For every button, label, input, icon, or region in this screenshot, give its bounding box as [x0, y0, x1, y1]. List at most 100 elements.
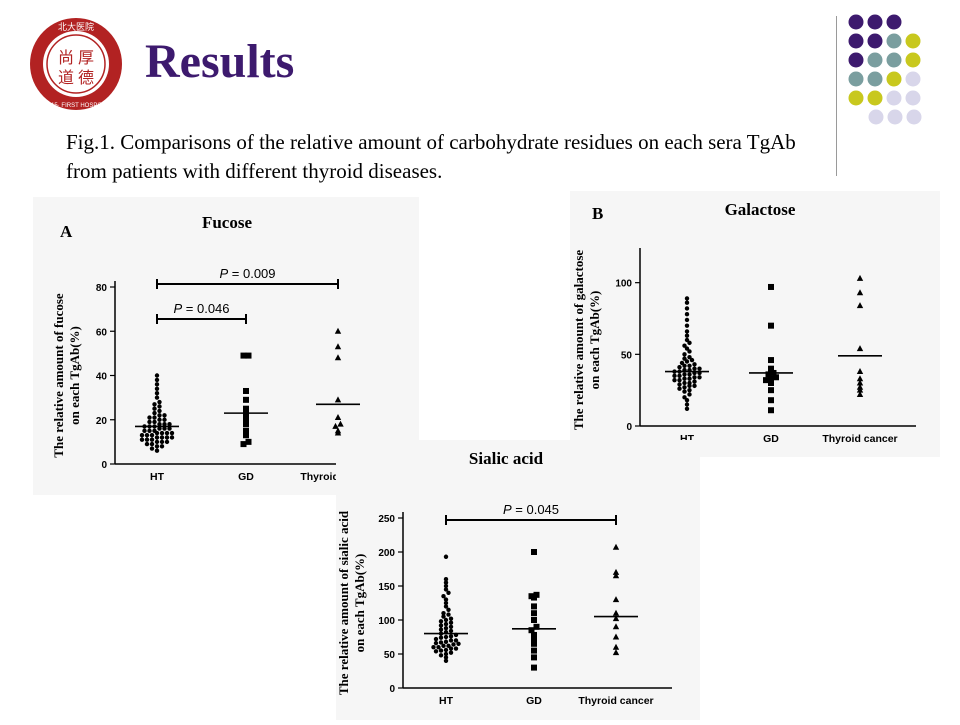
decorative-dot — [848, 52, 864, 68]
chart-panel-galactose: Galactose B The relative amount of galacto… — [570, 191, 940, 457]
data-point — [167, 426, 172, 431]
university-seal-icon: 北大医院 ·1915· FIRST HOSPITAL 尚 厚 道 德 — [30, 18, 122, 110]
chart-title: Fucose — [202, 213, 253, 232]
data-point — [692, 366, 697, 371]
data-point — [443, 600, 449, 606]
data-point — [612, 572, 620, 579]
decorative-dot — [905, 52, 921, 68]
p-value-label: P = 0.045 — [503, 502, 559, 517]
data-point — [531, 647, 537, 654]
decorative-dot — [887, 109, 903, 125]
decorative-dot — [848, 14, 864, 30]
data-point — [684, 317, 690, 323]
data-point — [531, 549, 537, 555]
data-point — [768, 322, 774, 329]
data-point — [692, 362, 697, 367]
data-point — [245, 438, 252, 445]
data-point — [441, 614, 446, 619]
data-point — [448, 634, 454, 639]
data-point — [682, 380, 687, 386]
data-point — [147, 415, 152, 420]
data-point — [243, 427, 249, 434]
data-point — [612, 568, 620, 575]
data-point — [443, 658, 449, 663]
x-tick-label: HT — [150, 471, 165, 483]
data-point — [531, 610, 537, 617]
data-point — [438, 623, 444, 628]
data-point — [533, 591, 540, 598]
data-point — [677, 386, 682, 391]
decorative-dot — [886, 90, 902, 106]
decorative-dot-grid — [848, 14, 922, 125]
y-tick-label: 50 — [621, 350, 633, 361]
data-point — [531, 603, 537, 610]
decorative-dot — [905, 33, 921, 49]
data-point — [531, 617, 537, 623]
data-point — [677, 382, 682, 387]
data-point — [157, 399, 162, 405]
data-point — [684, 333, 690, 338]
data-point — [149, 433, 155, 438]
data-point — [456, 641, 461, 646]
decorative-dot — [867, 33, 883, 49]
decorative-dot — [886, 14, 902, 30]
data-point — [162, 426, 167, 431]
data-point — [157, 413, 162, 418]
svg-text:尚: 尚 — [58, 49, 74, 67]
data-point — [152, 428, 157, 434]
data-point — [612, 623, 620, 630]
seal-top-text: 北大医院 — [58, 21, 94, 32]
data-point — [682, 363, 687, 368]
data-point — [697, 375, 702, 380]
data-point — [684, 312, 690, 317]
data-point — [144, 433, 150, 438]
x-tick-label: Thyroid cancer — [822, 433, 897, 445]
data-point — [453, 638, 459, 643]
data-point — [433, 636, 439, 642]
decorative-dot — [886, 33, 902, 49]
data-point — [443, 554, 449, 559]
data-point — [773, 374, 779, 381]
data-point — [677, 373, 682, 379]
data-point — [768, 397, 774, 404]
data-point — [448, 638, 454, 643]
data-point — [443, 655, 449, 660]
data-point — [687, 372, 692, 377]
data-point — [243, 387, 249, 394]
data-point — [443, 621, 449, 627]
data-point — [441, 594, 446, 599]
data-point — [768, 375, 774, 382]
data-point — [692, 379, 697, 384]
data-point — [162, 421, 167, 427]
data-point — [856, 383, 864, 390]
data-point — [142, 428, 147, 434]
svg-text:厚: 厚 — [78, 50, 94, 67]
data-point — [443, 639, 449, 644]
data-point — [443, 617, 449, 623]
data-point — [154, 439, 160, 445]
decorative-dot — [867, 14, 883, 30]
y-tick-label: 40 — [96, 372, 108, 383]
data-point — [684, 402, 690, 407]
data-point — [157, 421, 162, 427]
data-point — [687, 349, 692, 354]
data-point — [451, 642, 456, 647]
data-point — [856, 289, 864, 296]
data-point — [443, 647, 449, 653]
data-point — [154, 373, 160, 378]
data-point — [531, 664, 537, 671]
y-tick-label: 0 — [626, 422, 632, 433]
chart-panel-fucose: Fucose A The relative amount of fucoseon e… — [33, 197, 419, 495]
y-tick-label: 200 — [378, 548, 395, 559]
data-point — [692, 375, 697, 380]
data-point — [334, 427, 342, 434]
data-point — [684, 300, 690, 305]
data-point — [433, 640, 439, 646]
decorative-dot — [867, 71, 883, 87]
data-point — [152, 406, 157, 411]
data-point — [438, 648, 444, 653]
x-tick-label: GD — [526, 695, 542, 707]
galactose-chart: Galactose B The relative amount of galacto… — [571, 200, 916, 445]
data-point — [164, 430, 170, 436]
chart-title: Galactose — [725, 200, 796, 219]
